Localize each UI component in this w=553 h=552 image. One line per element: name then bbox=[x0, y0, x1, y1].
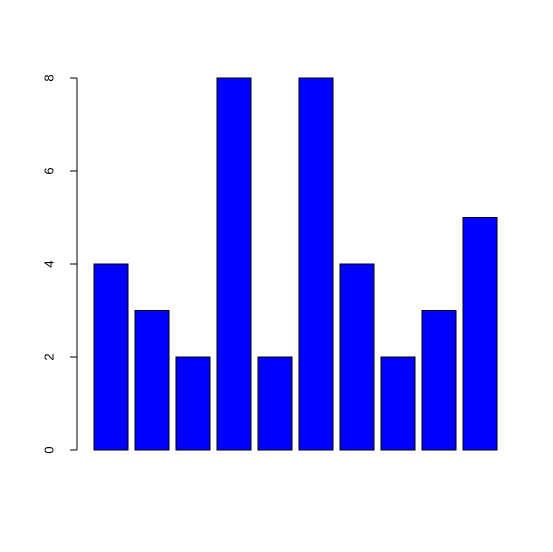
bar bbox=[93, 263, 129, 451]
bar bbox=[134, 310, 170, 451]
bar bbox=[462, 217, 498, 451]
y-tick-label: 2 bbox=[41, 353, 56, 360]
y-tick-label: 6 bbox=[41, 167, 56, 174]
bar bbox=[380, 356, 416, 451]
y-tick-label: 8 bbox=[41, 74, 56, 81]
y-tick-label: 0 bbox=[41, 446, 56, 453]
bar bbox=[339, 263, 375, 451]
y-tick-label: 4 bbox=[41, 260, 56, 267]
bar bbox=[216, 77, 252, 451]
bar bbox=[298, 77, 334, 451]
bar bbox=[257, 356, 293, 451]
bar bbox=[175, 356, 211, 451]
bar bbox=[421, 310, 457, 451]
